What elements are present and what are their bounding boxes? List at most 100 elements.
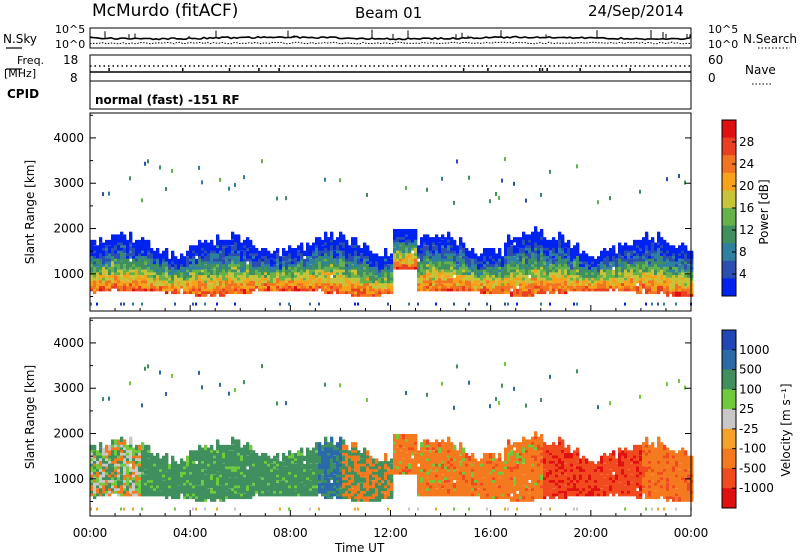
power-cell — [273, 253, 277, 259]
power-cell — [321, 250, 325, 257]
power-cell — [591, 277, 595, 284]
power-cell — [246, 239, 250, 246]
power-cell — [498, 277, 502, 284]
velocity-cell — [186, 491, 190, 497]
velocity-cell — [261, 466, 265, 472]
velocity-cell — [186, 469, 190, 475]
velocity-cell — [249, 491, 253, 497]
velocity-cell — [132, 447, 136, 453]
power-cell — [291, 253, 295, 259]
power-cell — [108, 250, 112, 257]
power-cell — [513, 258, 517, 265]
power-cell — [219, 248, 223, 254]
power-cell — [636, 272, 640, 278]
power-cell — [363, 272, 367, 278]
power-cell — [501, 283, 505, 289]
power-cell — [330, 245, 334, 251]
velocity-cell — [174, 463, 178, 470]
power-cell — [222, 288, 226, 295]
power-cell — [660, 272, 664, 278]
power-cell — [234, 288, 238, 295]
velocity-cell — [312, 485, 316, 491]
power-cell — [204, 242, 208, 248]
power-cell — [447, 250, 451, 257]
power-cell — [462, 272, 466, 278]
power-cell — [468, 264, 472, 270]
power-cell — [639, 261, 643, 267]
velocity-cell — [195, 477, 199, 483]
power-cell — [663, 277, 667, 284]
power-cell — [231, 239, 235, 246]
power-cell — [507, 242, 511, 248]
velocity-cell — [159, 477, 163, 483]
velocity-cell — [234, 450, 238, 456]
power-cell — [450, 267, 454, 273]
power-cell — [648, 245, 652, 251]
velocity-cell — [117, 453, 121, 459]
power-cell — [645, 261, 649, 267]
velocity-cell — [150, 461, 154, 467]
power-cell — [231, 261, 235, 267]
power-cell — [336, 256, 340, 262]
power-cell — [150, 275, 154, 281]
velocity-cell — [105, 450, 109, 456]
velocity-cell — [324, 469, 328, 475]
velocity-cell — [228, 472, 232, 478]
power-cell — [282, 264, 286, 270]
power-cell — [471, 250, 475, 257]
power-cell — [390, 283, 394, 289]
velocity-cell — [228, 491, 232, 497]
power-cell — [189, 250, 193, 257]
power-cell — [360, 283, 364, 289]
power-cell — [645, 267, 649, 273]
power-cell — [624, 248, 628, 254]
velocity-cell — [207, 461, 211, 467]
power-cell — [411, 239, 415, 246]
nave-tick-bottom: 0 — [708, 71, 716, 85]
velocity-cell — [246, 480, 250, 486]
velocity-cell — [213, 488, 217, 494]
velocity-cell — [213, 493, 217, 500]
power-cell — [429, 275, 433, 281]
power-cell — [213, 258, 217, 265]
velocity-cell — [195, 480, 199, 486]
velocity-cell — [105, 453, 109, 459]
power-cell — [636, 275, 640, 281]
power-cell — [435, 261, 439, 267]
power-cell — [126, 242, 130, 248]
power-cell — [525, 253, 529, 259]
power-cell — [672, 264, 676, 270]
power-cell — [663, 275, 667, 281]
power-cell — [687, 288, 691, 295]
power-cell — [204, 256, 208, 262]
power-cell — [150, 272, 154, 278]
power-cell — [528, 264, 532, 270]
power-cell — [240, 269, 244, 276]
power-cell-sparse — [201, 180, 203, 185]
velocity-cell — [210, 453, 214, 459]
power-cell — [345, 256, 349, 262]
velocity-cell — [309, 482, 313, 489]
power-cell — [507, 261, 511, 267]
power-cell — [312, 248, 316, 254]
power-cell — [558, 264, 562, 270]
velocity-cell — [198, 463, 202, 470]
power-cell — [483, 267, 487, 273]
power-cell — [114, 275, 118, 281]
power-cell — [654, 250, 658, 257]
power-cell — [627, 258, 631, 265]
power-cell-near — [141, 302, 143, 306]
velocity-cell — [108, 482, 112, 489]
velocity-cell — [231, 472, 235, 478]
power-cell — [336, 242, 340, 248]
velocity-cell — [318, 450, 322, 456]
velocity-cell — [213, 455, 217, 462]
power-cell — [657, 253, 661, 259]
power-cell — [126, 286, 130, 292]
velocity-cell — [297, 485, 301, 491]
velocity-cell — [219, 469, 223, 475]
power-cell — [663, 269, 667, 276]
power-cell — [336, 237, 340, 243]
power-cell — [351, 283, 355, 289]
power-cell — [261, 280, 265, 286]
